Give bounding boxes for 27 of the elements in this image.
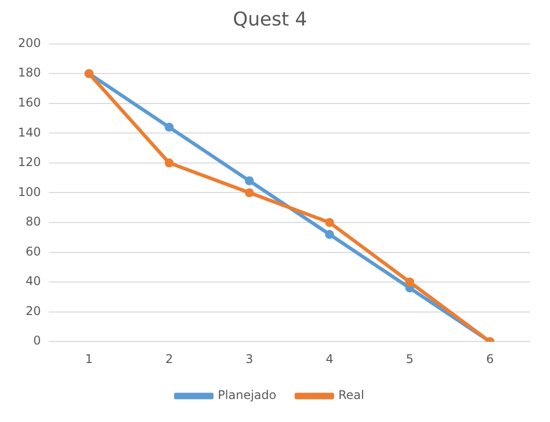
point	[244, 188, 254, 198]
point	[164, 122, 174, 132]
y-tick-label: 80	[26, 214, 41, 229]
x-tick-label: 2	[165, 352, 173, 366]
point	[325, 218, 334, 227]
y-tick-label: 60	[26, 244, 41, 258]
point	[244, 176, 254, 186]
y-tick-label: 200	[18, 36, 41, 50]
x-tick-label: 1	[85, 352, 93, 366]
point	[405, 278, 414, 287]
x-tick-label: 6	[486, 352, 494, 366]
x-tick-label: 3	[246, 352, 254, 366]
legend-label: Real	[338, 388, 364, 402]
y-tick-label: 120	[18, 155, 41, 170]
x-tick-label: 5	[406, 352, 414, 366]
y-tick-label: 160	[18, 95, 41, 110]
legend-label: Planejado	[218, 388, 276, 402]
x-tick-label: 4	[326, 352, 334, 366]
point	[325, 230, 334, 239]
y-tick-label: 140	[18, 125, 41, 140]
y-tick-label: 40	[26, 274, 41, 288]
y-tick-label: 20	[26, 304, 41, 318]
point	[164, 158, 174, 168]
y-tick-label: 100	[18, 184, 41, 199]
y-tick-label: 0	[33, 334, 41, 348]
chart-title: Quest 4	[232, 8, 308, 30]
y-tick-label: 180	[18, 66, 41, 80]
